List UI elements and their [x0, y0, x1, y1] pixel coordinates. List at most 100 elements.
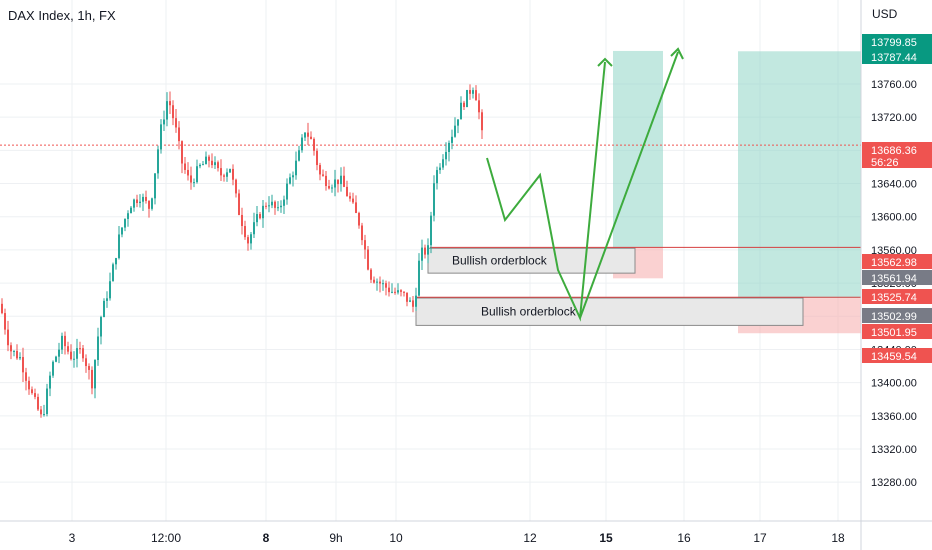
forecast-path [486, 61, 606, 322]
candle-body [235, 179, 237, 194]
candle-body [7, 329, 9, 346]
candle-body [205, 156, 207, 165]
candle-body [34, 393, 36, 397]
price-tag-countdown: 56:26 [871, 157, 899, 169]
long-position-target-zone [738, 51, 861, 299]
price-tag [862, 324, 932, 339]
forecast-arrowhead [597, 57, 613, 67]
candle-body [337, 179, 339, 185]
candle-body [349, 196, 351, 199]
candle-body [118, 234, 120, 259]
candle-body [67, 346, 69, 352]
price-tag-label: 13502.99 [871, 311, 917, 323]
candle-body [445, 151, 447, 160]
candle-body [322, 174, 324, 176]
price-tag [862, 49, 932, 64]
candle-body [301, 137, 303, 151]
candle-body [310, 136, 312, 139]
price-tag-label: 13525.74 [871, 292, 917, 304]
y-tick-label: 13600.00 [871, 212, 917, 224]
candle-body [244, 226, 246, 238]
candle-body [22, 357, 24, 373]
candle-body [19, 357, 21, 359]
candle-body [85, 358, 87, 367]
forecast-arrowhead [670, 47, 684, 60]
x-tick-label: 8 [263, 531, 270, 545]
candle-body [163, 119, 165, 125]
candle-body [55, 356, 57, 362]
candle-body [10, 345, 12, 352]
price-tag [862, 348, 932, 363]
candle-body [313, 138, 315, 151]
candle-body [358, 212, 360, 226]
candle-body [232, 168, 234, 180]
candle-body [229, 168, 231, 173]
candle-body [115, 258, 117, 265]
candle-body [169, 101, 171, 106]
candle-body [154, 173, 156, 199]
candle-body [469, 90, 471, 94]
candle-body [448, 142, 450, 152]
candle-body [145, 196, 147, 201]
price-tag-label: 13501.95 [871, 327, 917, 339]
candle-body [247, 237, 249, 244]
candle-body [73, 358, 75, 360]
candle-body [250, 234, 252, 244]
candle-body [211, 160, 213, 166]
candle-body [112, 264, 114, 282]
price-tag-label: 13562.98 [871, 257, 917, 269]
candle-body [91, 369, 93, 389]
candle-body [394, 291, 396, 293]
price-tag [862, 142, 932, 168]
candle-body [13, 350, 15, 352]
candle-body [223, 175, 225, 177]
candle-body [319, 165, 321, 175]
candle-body [208, 156, 210, 161]
candle-body [109, 281, 111, 299]
candle-body [49, 375, 51, 389]
forecast-path [579, 51, 679, 319]
candle-body [58, 349, 60, 357]
chart-title: DAX Index, 1h, FX [8, 8, 116, 23]
candle-body [379, 281, 381, 284]
candle-body [64, 335, 66, 347]
candle-body [292, 175, 294, 178]
long-position-target-zone [613, 50, 663, 248]
price-tag-label: 13787.44 [871, 52, 917, 64]
candle-body [409, 300, 411, 302]
candle-body [370, 269, 372, 280]
candle-body [37, 396, 39, 410]
x-tick-label: 17 [753, 531, 767, 545]
currency-label[interactable]: USD [872, 7, 898, 21]
price-tag [862, 34, 932, 49]
candle-body [289, 177, 291, 184]
candle-body [130, 207, 132, 214]
candle-body [157, 149, 159, 174]
orderblock-label: Bullish orderblock [481, 305, 577, 319]
candle-body [274, 201, 276, 208]
candle-body [286, 183, 288, 200]
candle-body [160, 124, 162, 150]
y-tick-label: 13360.00 [871, 411, 917, 423]
price-tag-label: 13686.36 [871, 145, 917, 157]
candle-body [277, 207, 279, 209]
candle-body [94, 359, 96, 389]
candle-body [190, 175, 192, 183]
candle-body [226, 172, 228, 177]
candle-body [361, 225, 363, 241]
y-tick-label: 13760.00 [871, 79, 917, 91]
y-tick-label: 13280.00 [871, 477, 917, 489]
candle-body [262, 205, 264, 219]
price-tag-label: 13459.54 [871, 351, 917, 363]
candle-body [70, 351, 72, 360]
candle-body [172, 105, 174, 119]
y-tick-label: 13400.00 [871, 378, 917, 390]
candle-body [481, 112, 483, 131]
candle-body [460, 102, 462, 120]
candle-body [307, 132, 309, 137]
candle-body [430, 215, 432, 246]
candle-body [283, 199, 285, 206]
candle-body [433, 183, 435, 216]
candle-body [439, 167, 441, 171]
